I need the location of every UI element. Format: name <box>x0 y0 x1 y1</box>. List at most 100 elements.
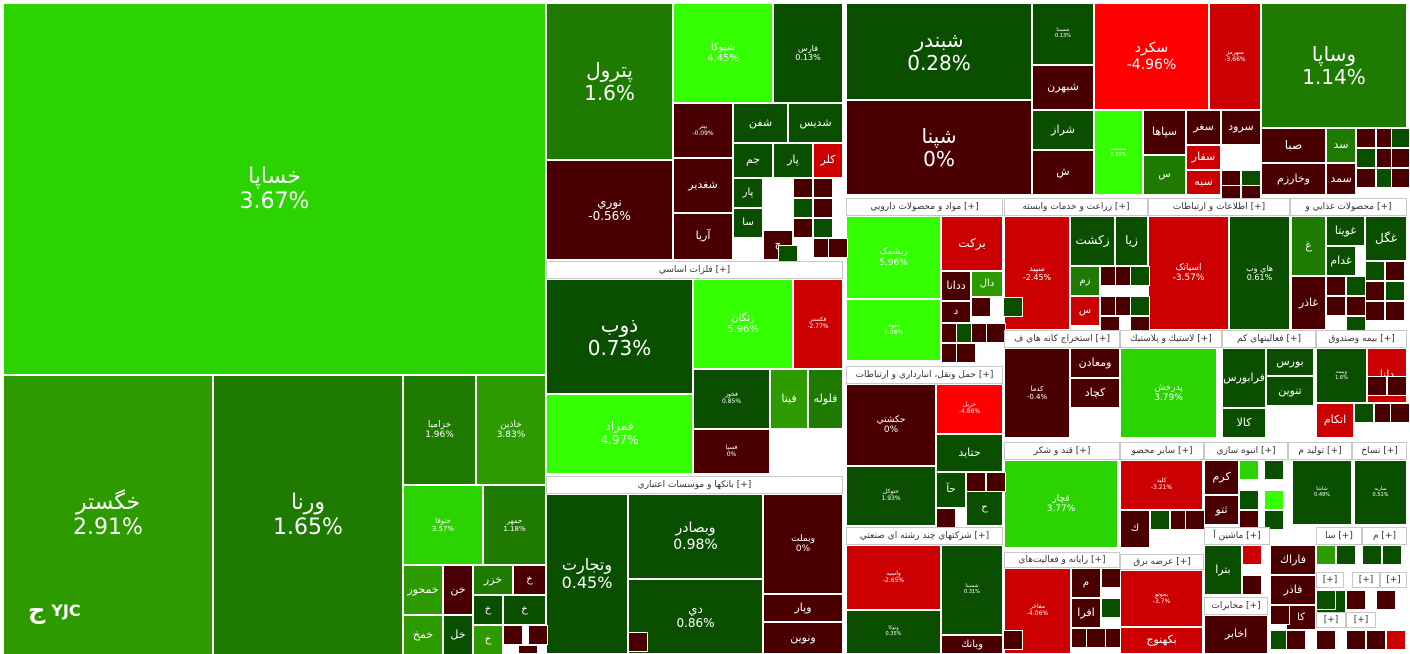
small-tile[interactable] <box>936 508 956 528</box>
sector-header-p5[interactable]: [+] <box>1346 612 1376 628</box>
sector-header-p4[interactable]: [+] <box>1316 612 1346 628</box>
tile-akhaber[interactable]: اخابر <box>1204 615 1268 654</box>
small-tile[interactable] <box>1356 148 1376 168</box>
sector-header-telecom[interactable]: مخابرات [+] <box>1204 597 1268 615</box>
small-tile[interactable] <box>528 625 548 645</box>
tile-seghar[interactable]: سغر <box>1186 110 1221 145</box>
small-tile[interactable] <box>1101 598 1121 618</box>
sector-header-sugar[interactable]: قند و شكر [+] <box>1004 442 1120 460</box>
small-tile[interactable] <box>1239 460 1259 480</box>
small-tile[interactable] <box>518 645 538 654</box>
tile-betra[interactable]: بترا <box>1204 545 1242 595</box>
tile-sakord[interactable]: سکرد -4.96% <box>1094 3 1209 110</box>
tile-shafn[interactable]: شفن <box>733 103 788 143</box>
tile-zm[interactable]: زم <box>1070 266 1100 296</box>
tile-daloue[interactable]: دلوه 5.98% <box>846 299 941 361</box>
tile-shepoka[interactable]: شپوکا 4.45% <box>673 3 773 103</box>
tile-asiatak[interactable]: اسیاتک -3.57% <box>1148 216 1229 330</box>
tile-afra[interactable]: افرا <box>1071 598 1101 628</box>
sector-header-other[interactable]: ساير محصو [+] <box>1120 442 1204 460</box>
tile-kalbad[interactable]: کلبد -3.21% <box>1120 460 1203 510</box>
tile-sad[interactable]: سد <box>1326 128 1356 163</box>
sector-header-rubber[interactable]: لاستيك و پلاستيك [+] <box>1120 330 1222 348</box>
tile-ghovita[interactable]: غويتا <box>1326 216 1365 246</box>
small-tile[interactable] <box>1356 128 1376 148</box>
tile-falouleh[interactable]: فلوله <box>808 369 843 429</box>
small-tile[interactable] <box>1362 545 1382 565</box>
small-tile[interactable] <box>971 297 991 317</box>
tile-shesina[interactable]: شسینا 0.13% <box>1032 3 1094 65</box>
small-tile[interactable] <box>1185 510 1205 530</box>
tile-ghegol[interactable]: غگل <box>1365 216 1407 261</box>
small-tile[interactable] <box>1354 403 1374 423</box>
tile-gh[interactable]: غ <box>1291 216 1326 276</box>
small-tile[interactable] <box>966 472 986 492</box>
small-tile[interactable] <box>1356 168 1376 188</box>
tile-qhegar[interactable]: قچار 3.77% <box>1004 460 1118 548</box>
tile-vbima[interactable]: وبيمه 1.6% <box>1316 348 1367 403</box>
tile-sabet[interactable]: ساربه 0.51% <box>1354 460 1407 525</box>
sector-header-ma1[interactable]: م [+] <box>1362 527 1407 545</box>
tile-hrahi[interactable]: حريل -4.86% <box>936 384 1003 434</box>
tile-khazar[interactable]: خزر <box>473 565 513 595</box>
tile-khmohr[interactable]: خمهر 1.18% <box>483 485 546 565</box>
small-tile[interactable] <box>1086 628 1106 648</box>
tile-fineta[interactable]: فيتا <box>770 369 808 429</box>
tile-hayweb[interactable]: هاي وب 0.61% <box>1229 216 1290 330</box>
small-tile[interactable] <box>1003 297 1023 317</box>
tile-zangan[interactable]: زنگان 5.96% <box>693 279 793 369</box>
sector-header-diversified[interactable]: شركتهاي چند رشته اي صنعتي [+] <box>846 527 1003 545</box>
sector-header-mining[interactable]: استخراج كانه هاي ف [+] <box>1004 330 1120 348</box>
tile-s[interactable]: س <box>1143 155 1186 195</box>
tile-vpar[interactable]: وپار <box>763 594 843 622</box>
small-tile[interactable] <box>986 323 1006 343</box>
small-tile[interactable] <box>813 198 833 218</box>
tile-d[interactable]: د <box>941 301 971 323</box>
tile-m[interactable]: م <box>1071 568 1101 598</box>
small-tile[interactable] <box>1270 605 1290 625</box>
tile-z[interactable]: س <box>1070 296 1100 326</box>
tile-di[interactable]: دي 0.86% <box>628 579 763 654</box>
sector-header-textile[interactable]: نساخ [+] <box>1352 442 1407 460</box>
tile-ha[interactable]: حآ <box>936 472 966 508</box>
tile-varna[interactable]: ورنا 1.65% <box>213 375 403 654</box>
small-tile[interactable] <box>1316 630 1336 650</box>
small-tile[interactable] <box>1316 545 1336 565</box>
small-tile[interactable] <box>1130 266 1150 286</box>
sector-header-pharma[interactable]: مواد و محصولات دارويي [+] <box>846 198 1003 216</box>
tile-barkat[interactable]: بركت <box>941 216 1003 271</box>
tile-sahormoz[interactable]: سهرمز -3.66% <box>1209 3 1261 110</box>
small-tile[interactable] <box>1365 281 1385 301</box>
sector-header-ict[interactable]: اطلاعات و ارتباطات [+] <box>1148 198 1290 216</box>
small-tile[interactable] <box>1365 261 1385 281</box>
small-tile[interactable] <box>1376 590 1396 610</box>
small-tile[interactable] <box>1130 296 1150 316</box>
tile-fars[interactable]: فارس 0.13% <box>773 3 843 103</box>
tile-sahaha[interactable]: سپاها <box>1143 110 1186 155</box>
tile-shebhran[interactable]: شبهرن <box>1032 65 1094 110</box>
tile-vebank[interactable]: وبانك <box>941 635 1003 654</box>
tile-smad[interactable]: سمد <box>1326 163 1356 195</box>
tile-thaltou[interactable]: ثتو <box>1204 495 1239 525</box>
tile-khadin[interactable]: خاذین 3.83% <box>476 375 546 485</box>
tile-fazar[interactable]: فاذر <box>1270 575 1316 605</box>
tile-khkh1[interactable]: خ <box>513 565 546 595</box>
tile-htoukel[interactable]: حتوكل 1.93% <box>846 466 936 526</box>
tile-ktr[interactable]: ك <box>1120 510 1150 548</box>
tile-shghadir[interactable]: شغدير <box>673 158 733 213</box>
small-tile[interactable] <box>1316 590 1336 610</box>
tile-farabourse[interactable]: فرابورس <box>1222 348 1266 408</box>
tile-kehad[interactable]: كچاد <box>1070 378 1120 408</box>
tile-khegostar[interactable]: خگستر 2.91% <box>3 375 213 654</box>
tile-shdis[interactable]: شديس <box>788 103 843 143</box>
tile-h[interactable]: ح <box>966 490 1003 526</box>
tile-shabandar[interactable]: شبندر 0.28% <box>846 3 1032 100</box>
sector-header-metals[interactable]: فلزات اساسي [+] <box>546 261 843 279</box>
tile-khkh4[interactable]: خ <box>503 595 546 625</box>
small-tile[interactable] <box>1346 630 1366 650</box>
sector-header-computer[interactable]: رايانه و فعاليت‌هاي [+] <box>1004 552 1120 568</box>
tile-farak[interactable]: فاراك <box>1270 545 1316 575</box>
tile-fkhoz[interactable]: فخوز 0.85% <box>693 369 770 429</box>
tile-atkam[interactable]: اتكام <box>1316 403 1354 438</box>
small-tile[interactable] <box>1264 460 1284 480</box>
